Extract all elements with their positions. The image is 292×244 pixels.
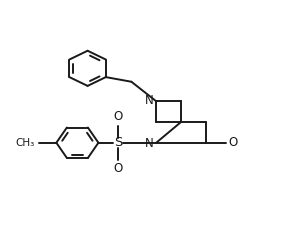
Text: S: S	[114, 136, 122, 149]
Text: O: O	[114, 110, 123, 123]
Text: O: O	[228, 136, 238, 149]
Text: O: O	[114, 162, 123, 175]
Text: CH₃: CH₃	[16, 138, 35, 148]
Text: N: N	[145, 93, 154, 107]
Text: N: N	[145, 137, 154, 150]
